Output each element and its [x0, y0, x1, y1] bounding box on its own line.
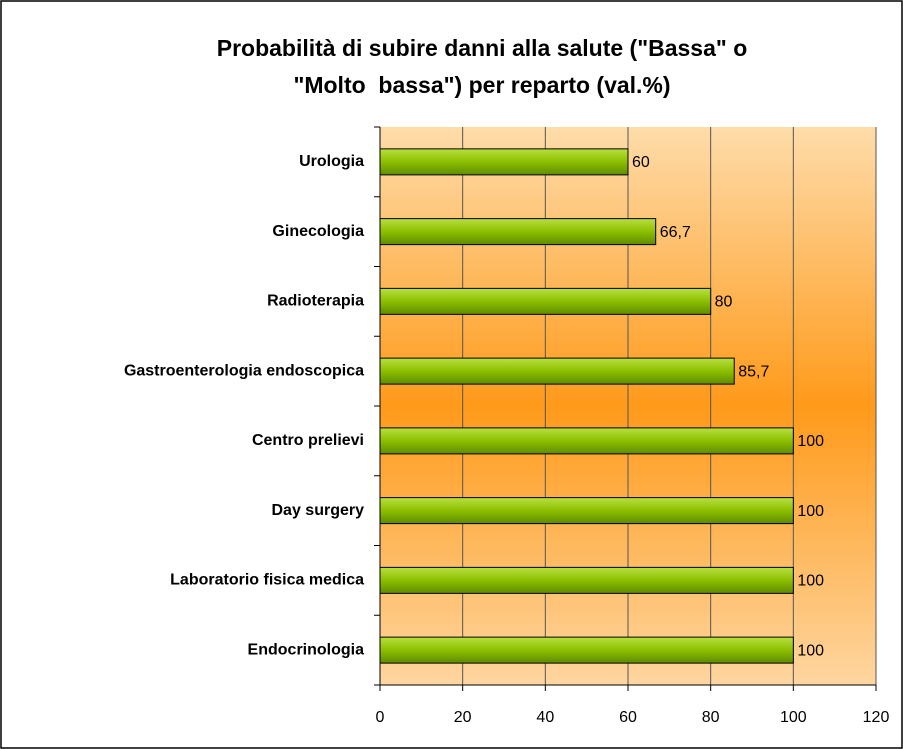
bar: [379, 287, 712, 315]
y-tick-label: Day surgery: [272, 502, 365, 519]
x-tick-label: 40: [536, 709, 554, 726]
bar: [379, 427, 794, 455]
x-tick-label: 80: [702, 709, 720, 726]
bar: [379, 218, 657, 246]
x-tick-label: 60: [619, 709, 637, 726]
y-tick-label: Gastroenterologia endoscopica: [124, 362, 364, 379]
bar: [379, 148, 629, 176]
y-tick-label: Centro prelievi: [252, 432, 364, 449]
y-tick-label: Radioterapia: [267, 293, 364, 310]
x-tick-label: 20: [454, 709, 472, 726]
chart-title: "Molto bassa") per reparto (val.%): [293, 72, 670, 98]
value-label: 60: [632, 154, 650, 171]
value-label: 85,7: [738, 363, 769, 380]
value-label: 100: [797, 573, 824, 590]
bar: [379, 566, 794, 594]
value-label: 66,7: [660, 224, 691, 241]
value-label: 100: [797, 642, 824, 659]
x-tick-label: 0: [376, 709, 385, 726]
y-tick-label: Endocrinologia: [248, 641, 365, 658]
y-tick-label: Ginecologia: [272, 223, 364, 240]
x-tick-label: 120: [863, 709, 890, 726]
y-tick-label: Laboratorio fisica medica: [170, 572, 364, 589]
bar: [379, 636, 794, 664]
x-tick-label: 100: [780, 709, 807, 726]
value-label: 100: [797, 503, 824, 520]
chart-title: Probabilità di subire danni alla salute …: [217, 35, 748, 61]
bar: [379, 497, 794, 525]
value-label: 100: [797, 433, 824, 450]
value-label: 80: [715, 294, 733, 311]
bar: [379, 357, 735, 385]
y-tick-label: Urologia: [299, 153, 364, 170]
